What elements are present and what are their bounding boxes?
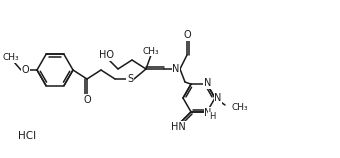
Text: N: N [214,93,222,103]
Text: S: S [127,74,133,84]
Text: HCl: HCl [18,131,36,141]
Text: O: O [183,30,191,40]
Text: O: O [22,65,29,75]
Text: CH₃: CH₃ [231,103,248,112]
Text: CH₃: CH₃ [143,46,159,55]
Text: N: N [204,108,212,118]
Text: H: H [209,112,215,121]
Text: HO: HO [99,50,114,60]
Text: N: N [203,77,211,87]
Text: O: O [83,95,91,105]
Text: HN: HN [171,122,185,132]
Text: N: N [204,78,212,88]
Text: N: N [172,64,180,74]
Text: CH₃: CH₃ [3,54,19,63]
